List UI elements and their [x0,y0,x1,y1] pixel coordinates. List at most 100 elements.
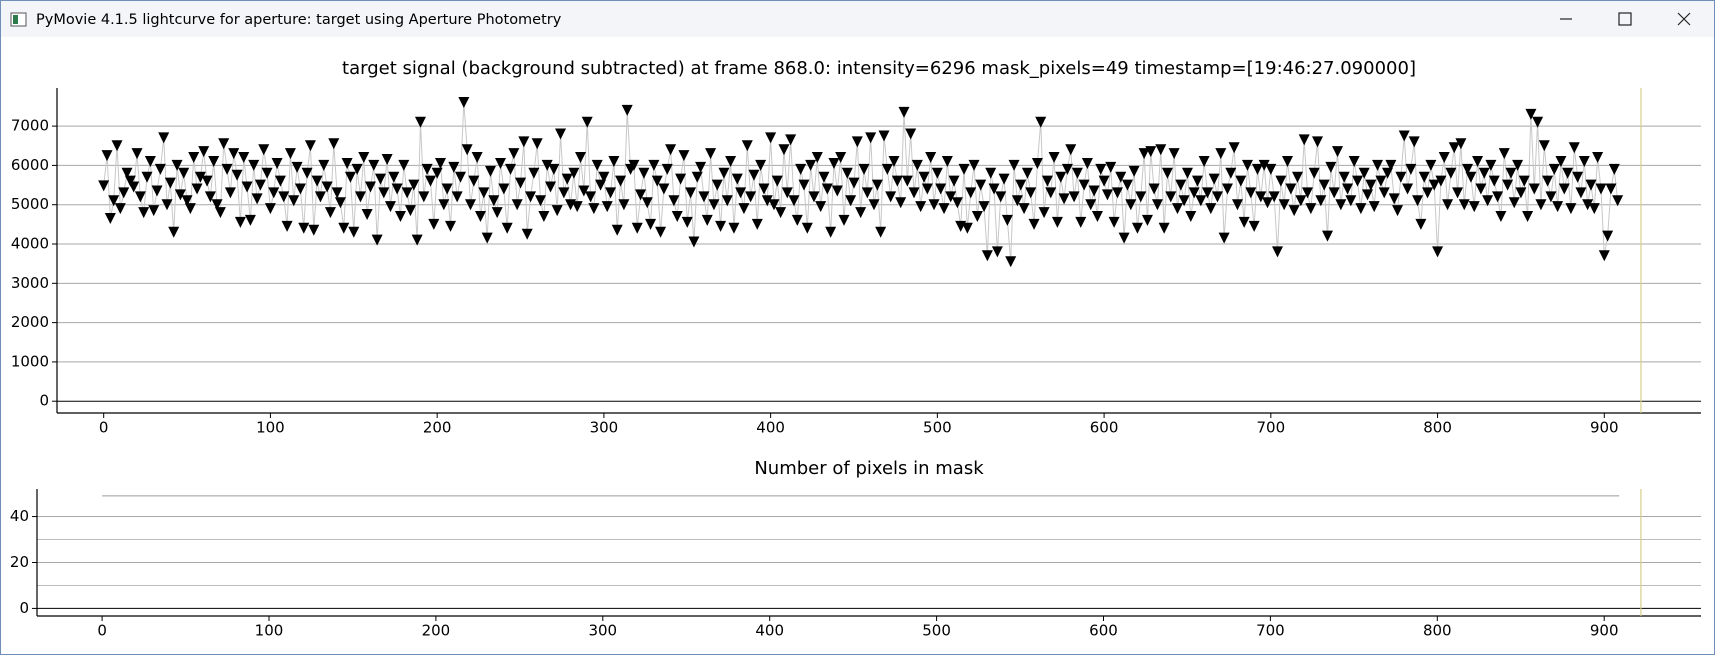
data-point [1322,230,1334,242]
data-point [678,150,690,162]
data-point [948,175,960,187]
data-point [1595,183,1607,195]
data-point [408,179,420,191]
data-point [681,216,693,228]
title-bar [1,1,1714,37]
data-point [708,199,720,211]
data-point [1281,155,1293,167]
data-point [1148,183,1160,195]
data-point [595,179,607,191]
data-point [768,199,780,211]
data-point [798,179,810,191]
data-point [945,191,957,203]
data-point [1462,163,1474,175]
data-point [788,195,800,207]
data-point [1492,191,1504,203]
data-point [154,163,166,175]
data-point [501,222,513,234]
data-point [975,179,987,191]
data-point [658,183,670,195]
data-point [1105,161,1117,173]
maximize-button[interactable] [1618,12,1632,26]
data-point [1055,171,1067,183]
x-tick-label: 200 [423,419,452,437]
data-point [1572,171,1584,183]
data-point [1348,155,1360,167]
data-point [728,222,740,234]
data-point [311,175,323,187]
data-point [988,183,1000,195]
data-point [711,179,723,191]
data-point [1071,167,1083,179]
data-point [621,104,633,116]
close-button[interactable] [1677,12,1691,26]
data-point [721,195,733,207]
data-point [828,157,840,169]
data-point [951,197,963,209]
x-tick-label: 700 [1257,419,1286,437]
data-point [284,148,296,160]
data-point [244,214,256,226]
data-point [101,150,113,162]
data-point [698,191,710,203]
data-point [344,171,356,183]
data-point [531,138,543,150]
data-point [1131,222,1143,234]
data-point [775,207,787,219]
data-point [741,140,753,152]
data-point [1028,218,1040,230]
data-point [1335,199,1347,211]
data-point [968,159,980,171]
data-point [1585,179,1597,191]
data-point [1515,187,1527,199]
data-point [1412,195,1424,207]
data-point [414,116,426,128]
data-point [1405,163,1417,175]
data-point [888,155,900,167]
data-point [605,187,617,199]
data-point [1375,175,1387,187]
data-point [791,214,803,226]
data-point [601,201,613,213]
data-point [138,207,150,219]
data-point [1602,230,1614,242]
data-point [805,159,817,171]
data-point [938,203,950,215]
chart-title: target signal (background subtracted) at… [342,58,1416,79]
data-point [755,159,767,171]
data-point [1342,183,1354,195]
data-point [1368,201,1380,213]
data-point [404,205,416,217]
data-point [1398,130,1410,142]
data-point [398,159,410,171]
data-point [1261,197,1273,209]
data-point [1278,199,1290,211]
data-point [771,175,783,187]
data-point [478,187,490,199]
data-point [1332,146,1344,158]
data-point [431,167,443,179]
data-point [655,226,667,238]
y-tick-label: 4000 [11,235,49,253]
data-point [108,195,120,207]
data-point [1271,246,1283,258]
data-point [1442,199,1454,211]
data-point [885,191,897,203]
y-tick-label: 2000 [11,313,49,331]
data-point [1188,187,1200,199]
data-point [1091,211,1103,223]
data-point [141,171,153,183]
x-tick-label: 800 [1423,622,1452,640]
data-point [1512,159,1524,171]
data-point [124,175,136,187]
data-point [895,197,907,209]
data-point [931,167,943,179]
data-point [1522,211,1534,223]
data-point [1231,199,1243,211]
data-point [891,175,903,187]
x-tick-label: 0 [99,419,109,437]
data-point [958,163,970,175]
data-point [571,201,583,213]
data-point [1168,148,1180,160]
data-point [985,167,997,179]
